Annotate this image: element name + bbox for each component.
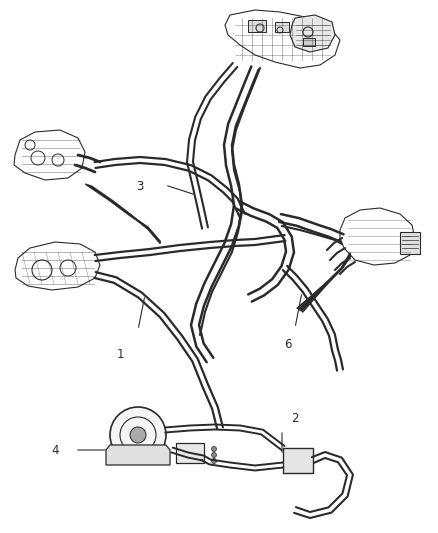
Text: 3: 3 <box>136 180 144 192</box>
Bar <box>283 448 313 473</box>
Text: 6: 6 <box>284 338 292 351</box>
Bar <box>176 443 204 463</box>
Circle shape <box>110 407 166 463</box>
Circle shape <box>212 447 216 451</box>
Text: 2: 2 <box>291 411 299 424</box>
Bar <box>248 20 266 32</box>
Circle shape <box>130 427 146 443</box>
Polygon shape <box>106 445 170 465</box>
Circle shape <box>212 453 216 457</box>
Bar <box>303 38 315 46</box>
Bar <box>275 22 289 32</box>
Text: 1: 1 <box>116 349 124 361</box>
Polygon shape <box>290 15 335 52</box>
Bar <box>400 232 420 254</box>
Text: 4: 4 <box>51 443 59 456</box>
Circle shape <box>212 458 216 464</box>
